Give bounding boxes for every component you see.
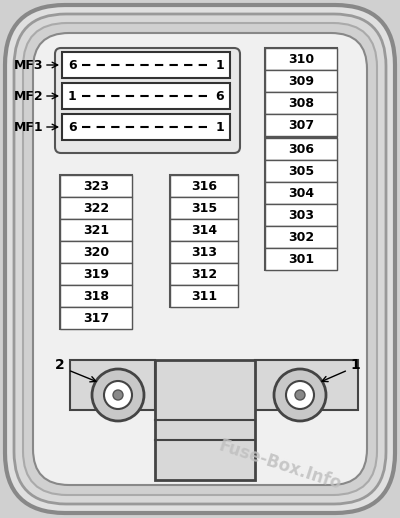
Bar	[170, 285, 238, 307]
Bar	[60, 263, 132, 285]
Bar	[265, 114, 337, 136]
Bar	[62, 83, 230, 109]
Bar	[170, 263, 238, 285]
Bar	[60, 197, 132, 219]
FancyBboxPatch shape	[33, 33, 367, 485]
Text: 309: 309	[288, 75, 314, 88]
Circle shape	[92, 369, 144, 421]
Bar	[170, 197, 238, 219]
Text: 320: 320	[83, 246, 109, 258]
Text: MF1: MF1	[13, 121, 43, 134]
Bar	[265, 160, 337, 182]
Bar	[62, 52, 230, 78]
Bar	[265, 138, 337, 160]
Bar	[265, 48, 337, 70]
Bar	[265, 92, 337, 114]
Text: 321: 321	[83, 223, 109, 237]
Bar	[265, 70, 337, 92]
Circle shape	[286, 381, 314, 409]
Bar	[62, 114, 230, 140]
Text: 317: 317	[83, 311, 109, 324]
Circle shape	[295, 390, 305, 400]
FancyBboxPatch shape	[23, 23, 377, 495]
Bar	[265, 204, 337, 226]
Text: 301: 301	[288, 252, 314, 266]
Bar	[60, 175, 132, 329]
Text: MF3: MF3	[14, 59, 43, 71]
Bar	[265, 248, 337, 270]
Text: 2: 2	[55, 358, 65, 372]
Bar	[70, 360, 155, 410]
Text: 1: 1	[215, 121, 224, 134]
Circle shape	[104, 381, 132, 409]
Text: 6: 6	[68, 59, 77, 71]
Text: MF2: MF2	[13, 90, 43, 103]
Text: Fuse-Box.Info: Fuse-Box.Info	[216, 437, 344, 493]
Bar	[155, 360, 255, 480]
Text: 1: 1	[68, 90, 77, 103]
FancyBboxPatch shape	[5, 5, 395, 513]
Text: 1: 1	[215, 59, 224, 71]
Text: 323: 323	[83, 180, 109, 193]
Text: 312: 312	[191, 267, 217, 281]
Text: 303: 303	[288, 209, 314, 222]
Circle shape	[274, 369, 326, 421]
Text: 311: 311	[191, 290, 217, 303]
Text: 315: 315	[191, 202, 217, 214]
Text: 316: 316	[191, 180, 217, 193]
Bar	[60, 285, 132, 307]
Bar	[170, 175, 238, 197]
Text: 307: 307	[288, 119, 314, 132]
Text: 305: 305	[288, 165, 314, 178]
Text: 322: 322	[83, 202, 109, 214]
Bar	[60, 307, 132, 329]
Text: 319: 319	[83, 267, 109, 281]
Bar	[255, 360, 358, 410]
Text: 313: 313	[191, 246, 217, 258]
Text: 308: 308	[288, 96, 314, 109]
Text: 6: 6	[215, 90, 224, 103]
Bar	[265, 48, 337, 136]
Text: 306: 306	[288, 142, 314, 155]
Bar	[265, 226, 337, 248]
Text: 314: 314	[191, 223, 217, 237]
Circle shape	[113, 390, 123, 400]
Text: 6: 6	[68, 121, 77, 134]
Bar	[170, 175, 238, 307]
Text: 304: 304	[288, 186, 314, 199]
Bar	[60, 175, 132, 197]
FancyBboxPatch shape	[14, 14, 386, 504]
Bar	[170, 241, 238, 263]
Text: 302: 302	[288, 231, 314, 243]
Bar	[265, 138, 337, 270]
Text: 1: 1	[350, 358, 360, 372]
Bar	[170, 219, 238, 241]
Text: 318: 318	[83, 290, 109, 303]
Bar	[60, 241, 132, 263]
Bar	[60, 219, 132, 241]
Text: 310: 310	[288, 52, 314, 65]
Bar	[265, 182, 337, 204]
FancyBboxPatch shape	[55, 48, 240, 153]
